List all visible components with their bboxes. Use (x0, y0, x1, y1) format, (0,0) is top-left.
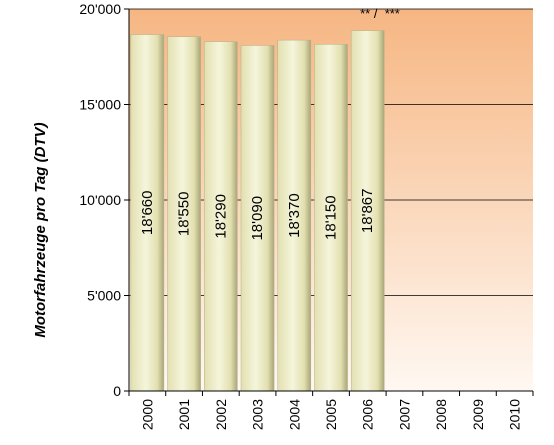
bars (130, 30, 385, 392)
x-tick-label-2000: 2000 (139, 399, 155, 430)
y-axis-label: Motorfahrzeuge pro Tag (DTV) (32, 122, 49, 337)
x-tick-label-2006: 2006 (360, 399, 376, 430)
bar-2006 (350, 30, 385, 392)
bar-value-label-2000: 18'660 (139, 191, 156, 236)
bar-2002 (204, 41, 238, 392)
axes (124, 8, 534, 396)
x-tick-label-2002: 2002 (213, 399, 229, 430)
x-tick-label-2008: 2008 (433, 399, 449, 430)
y-tick-label-2: 10'000 (79, 192, 121, 208)
bar-2003 (240, 45, 275, 392)
annotation: ** / *** (360, 6, 400, 21)
bar-value-label-2004: 18'370 (286, 193, 303, 238)
x-tick-label-2007: 2007 (396, 399, 412, 430)
x-tick-label-2003: 2003 (250, 399, 266, 430)
y-tick-label-0: 0 (113, 383, 121, 399)
bar-2001 (167, 36, 201, 392)
x-tick-label-2009: 2009 (470, 399, 486, 430)
bar-value-label-2005: 18'150 (323, 195, 340, 240)
y-tick-labels: 0 5'000 10'000 15'000 20'000 (79, 1, 121, 399)
x-tick-label-2001: 2001 (176, 399, 192, 430)
x-tick-label-2004: 2004 (286, 399, 302, 430)
x-tick-labels: 2000 2001 2002 2003 2004 2005 2006 2007 2008 2009… (139, 399, 522, 430)
y-tick-label-4: 20'000 (79, 1, 121, 17)
bar-value-label-2003: 18'090 (249, 196, 266, 241)
y-tick-label-1: 5'000 (87, 288, 121, 304)
x-tick-label-2005: 2005 (323, 399, 339, 430)
bar-value-label-2001: 18'550 (176, 192, 193, 237)
bar-value-label-2006: 18'867 (359, 189, 376, 234)
bar-2005 (314, 44, 348, 392)
y-tick-label-3: 15'000 (79, 97, 121, 113)
bar-2004 (277, 39, 312, 392)
bar-labels: 18'660 18'550 18'290 18'090 18'370 18'150 18'8… (139, 189, 376, 241)
bar-value-label-2002: 18'290 (212, 194, 229, 239)
x-tick-label-2010: 2010 (507, 399, 523, 430)
